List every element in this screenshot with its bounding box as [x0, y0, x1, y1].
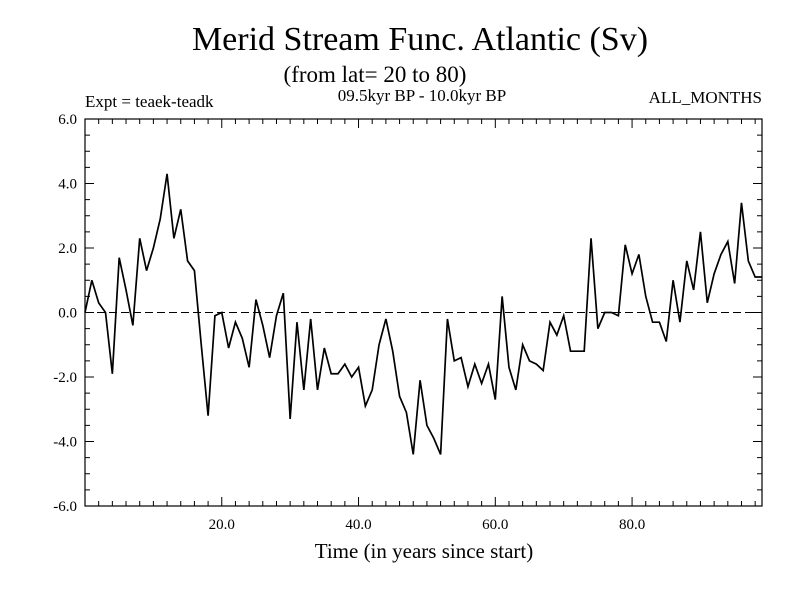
y-tick-label: -2.0 [53, 370, 77, 386]
expt-label: Expt = teaek-teadk [85, 92, 214, 111]
plot-area: -6.0 -4.0 -2.0 0.0 2.0 4.0 6.0 20.0 40.0 60.0 80.0 [53, 112, 763, 533]
x-axis-label: Time (in years since start) [315, 539, 534, 563]
period-label: 09.5kyr BP - 10.0kyr BP [338, 86, 506, 105]
y-tick-label: 0.0 [58, 306, 77, 322]
y-tick-label: -4.0 [53, 435, 77, 451]
series-line [84, 173, 762, 455]
x-tick-label: 60.0 [482, 517, 508, 533]
chart-title: Merid Stream Func. Atlantic (Sv) [192, 21, 648, 58]
x-tick-label: 20.0 [209, 517, 235, 533]
y-tick-label: 6.0 [58, 112, 77, 128]
y-tick-label: -6.0 [53, 499, 77, 515]
x-tick-label: 40.0 [345, 517, 371, 533]
y-tick-label: 2.0 [58, 241, 77, 257]
chart-subtitle: (from lat= 20 to 80) [284, 62, 467, 87]
x-tick-label: 80.0 [619, 517, 645, 533]
months-label: ALL_MONTHS [649, 88, 762, 107]
y-tick-label: 4.0 [58, 177, 77, 193]
